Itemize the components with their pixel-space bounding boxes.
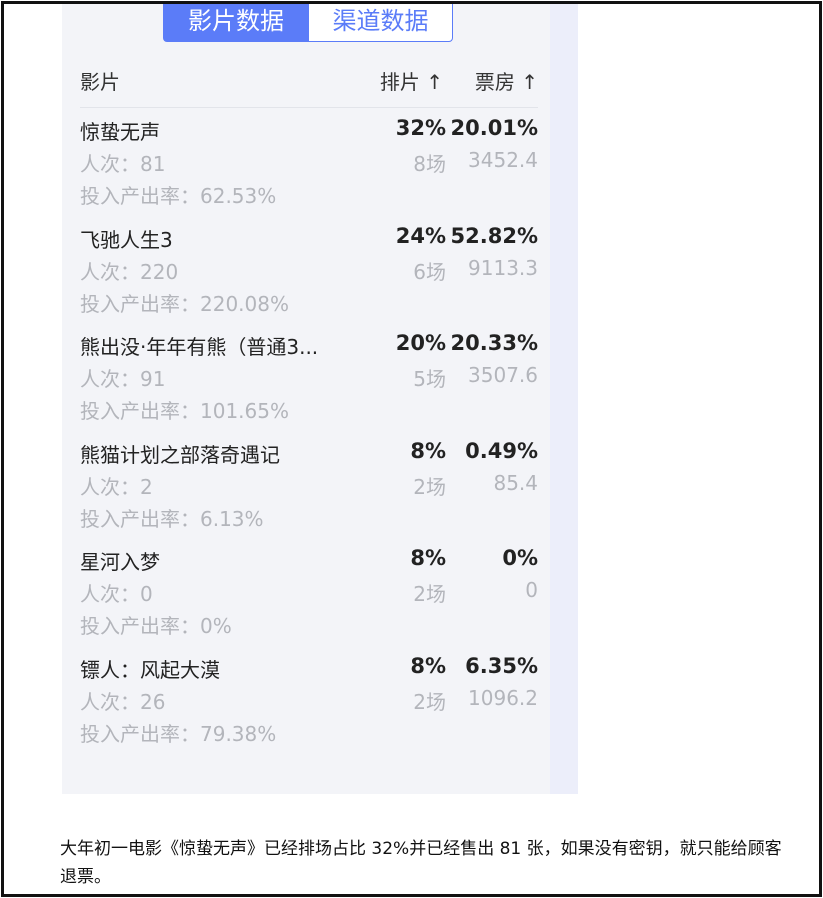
shows: 5场 <box>413 367 446 391</box>
caption: 大年初一电影《惊蛰无声》已经排场占比 32%并已经售出 81 张，如果没有密钥，… <box>60 839 782 887</box>
viewers: 人次：2 <box>80 474 153 499</box>
share: 8% <box>410 546 446 570</box>
shows: 2场 <box>413 689 446 714</box>
film-row[interactable]: 星河入梦 8% 0% 人次：0 2场 0 投入产出率：0% <box>62 546 578 653</box>
film-row[interactable]: 熊猫计划之部落奇遇记 8% 0.49% 人次：2 2场 85.4 投入产出率：6.13% <box>62 439 578 546</box>
roi: 投入产出率：220.08% <box>80 291 289 316</box>
film-name: 惊蛰无声 <box>80 120 160 144</box>
gross: 0 <box>525 578 538 602</box>
gross: 3452.4 <box>468 148 538 172</box>
header-box-office[interactable]: 票房 ↑ <box>474 70 538 94</box>
film-row[interactable]: 镖人：风起大漠 8% 6.35% 人次：26 2场 1096.2 投入产出率：79.38% <box>62 654 578 761</box>
roi: 投入产出率：6.13% <box>80 506 264 531</box>
share: 32% <box>395 116 446 140</box>
side-strip: < <box>550 4 578 794</box>
box-office: 6.35% <box>465 653 538 678</box>
shows: 8场 <box>413 152 446 176</box>
gross: 9113.3 <box>468 255 538 280</box>
box-office: 52.82% <box>450 223 538 248</box>
viewers: 人次：91 <box>80 367 166 391</box>
shows: 2场 <box>413 474 446 499</box>
panel: < 影片数据 渠道数据 影片 排片 ↑ 票房 ↑ 惊蛰无声 32%20.01% 人次… <box>62 4 578 794</box>
share: 8% <box>410 653 446 678</box>
viewers: 人次：220 <box>80 259 179 284</box>
tab[interactable]: 渠道数据 <box>308 4 453 42</box>
film-name: 熊猫计划之部落奇遇记 <box>80 442 280 467</box>
film-row[interactable]: 惊蛰无声 32% 20.01% 人次：81 8场 3452.4 投入产出率：62.53% <box>62 116 578 223</box>
share: 20% <box>395 331 446 355</box>
roi: 投入产出率：0% <box>80 614 232 638</box>
gross: 3507.6 <box>468 363 538 387</box>
film-name: 飞驰人生3 <box>80 227 173 252</box>
viewers: 人次：26 <box>80 689 166 714</box>
roi: 投入产出率：101.65% <box>80 399 289 423</box>
separator <box>80 107 538 108</box>
viewers: 人次：0 <box>80 582 153 606</box>
header-share[interactable]: 排片 ↑ <box>379 70 443 94</box>
shows: 6场 <box>413 259 446 284</box>
film-name: 熊出没·年年有熊（普通3... <box>80 335 319 359</box>
shows: 2场 <box>413 582 446 606</box>
film-name: 镖人：风起大漠 <box>80 657 220 682</box>
box-office: 0% <box>502 546 538 570</box>
roi: 投入产出率：79.38% <box>80 721 277 746</box>
gross: 85.4 <box>493 470 538 495</box>
box-office: 0.49% <box>465 438 538 463</box>
roi: 投入产出率：62.53% <box>80 184 277 208</box>
box-office: 20.01% <box>450 116 538 140</box>
tab-active[interactable]: 影片数据 <box>163 4 309 42</box>
film-row[interactable]: 熊出没·年年有熊（普通3... 20% 20.33% 人次：91 5场 3507.6 投入产… <box>62 331 578 438</box>
gross: 1096.2 <box>468 685 538 710</box>
film-name: 星河入梦 <box>80 550 160 574</box>
viewers: 人次：81 <box>80 152 166 176</box>
film-row[interactable]: 飞驰人生3 24% 52.82% 人次：220 6场 9113.3 投入产出率：220.08… <box>62 224 578 331</box>
box-office: 20.33% <box>450 331 538 355</box>
share: 24% <box>395 223 446 248</box>
header-film: 影片 <box>80 70 120 94</box>
share: 8% <box>410 438 446 463</box>
